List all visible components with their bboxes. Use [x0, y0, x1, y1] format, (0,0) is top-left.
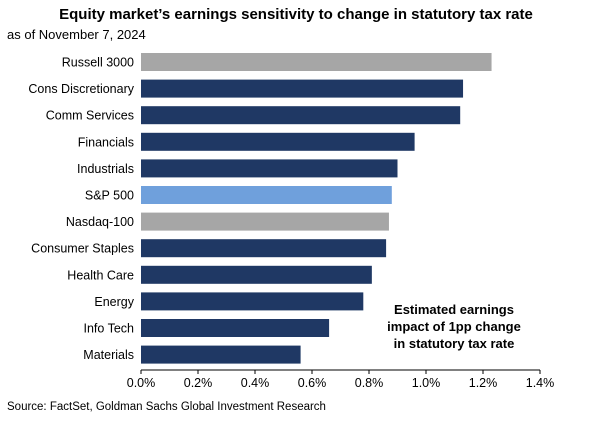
annotation-line: Estimated earnings	[394, 302, 514, 317]
bar-chart: Russell 3000 Cons Discretionary Comm Servi…	[28, 53, 555, 390]
annotation-line: impact of 1pp change	[387, 319, 521, 334]
category-label-info-tech: Info Tech	[83, 322, 134, 336]
annotation-text: Estimated earnings impact of 1pp change in…	[387, 302, 521, 351]
x-tick-label: 0.2%	[184, 376, 213, 390]
bar-info-tech	[141, 319, 330, 337]
category-label-russell-3000: Russell 3000	[62, 56, 134, 70]
x-tick-label: 0.0%	[127, 376, 156, 390]
bar-comm-services	[141, 106, 461, 125]
bar-industrials	[141, 159, 398, 178]
category-label-energy: Energy	[94, 295, 134, 309]
chart-subtitle: as of November 7, 2024	[7, 27, 146, 42]
bar-energy	[141, 292, 364, 311]
x-tick-label: 0.8%	[355, 376, 384, 390]
bar-russell-3000	[141, 53, 492, 71]
chart-title: Equity market’s earnings sensitivity to …	[59, 6, 533, 23]
x-tick-label: 1.2%	[469, 376, 498, 390]
x-axis-ticks: 0.0% 0.2% 0.4% 0.6% 0.8% 1.0% 1.2% 1.4%	[127, 370, 555, 390]
bar-nasdaq-100	[141, 212, 389, 231]
bar-materials	[141, 345, 301, 364]
bars-group	[141, 53, 492, 364]
category-label-consumer-staples: Consumer Staples	[31, 242, 134, 256]
annotation-line: in statutory tax rate	[394, 336, 515, 351]
category-label-industrials: Industrials	[77, 162, 134, 176]
bar-consumer-staples	[141, 239, 387, 258]
source-note: Source: FactSet, Goldman Sachs Global In…	[7, 401, 326, 413]
category-label-cons-discretionary: Cons Discretionary	[28, 82, 134, 96]
category-label-nasdaq-100: Nasdaq-100	[66, 215, 134, 229]
x-tick-label: 1.4%	[526, 376, 555, 390]
bar-cons-discretionary	[141, 79, 464, 98]
bar-financials	[141, 132, 415, 151]
category-label-health-care: Health Care	[67, 268, 134, 282]
category-labels: Russell 3000 Cons Discretionary Comm Servi…	[28, 56, 134, 363]
bar-s-p-500	[141, 186, 392, 204]
category-label-s-p-500: S&P 500	[85, 189, 134, 203]
x-tick-label: 0.6%	[298, 376, 327, 390]
x-tick-label: 0.4%	[241, 376, 270, 390]
x-tick-label: 1.0%	[412, 376, 441, 390]
bar-health-care	[141, 265, 372, 284]
category-label-materials: Materials	[83, 348, 134, 362]
category-label-financials: Financials	[78, 135, 134, 149]
category-label-comm-services: Comm Services	[46, 109, 134, 123]
